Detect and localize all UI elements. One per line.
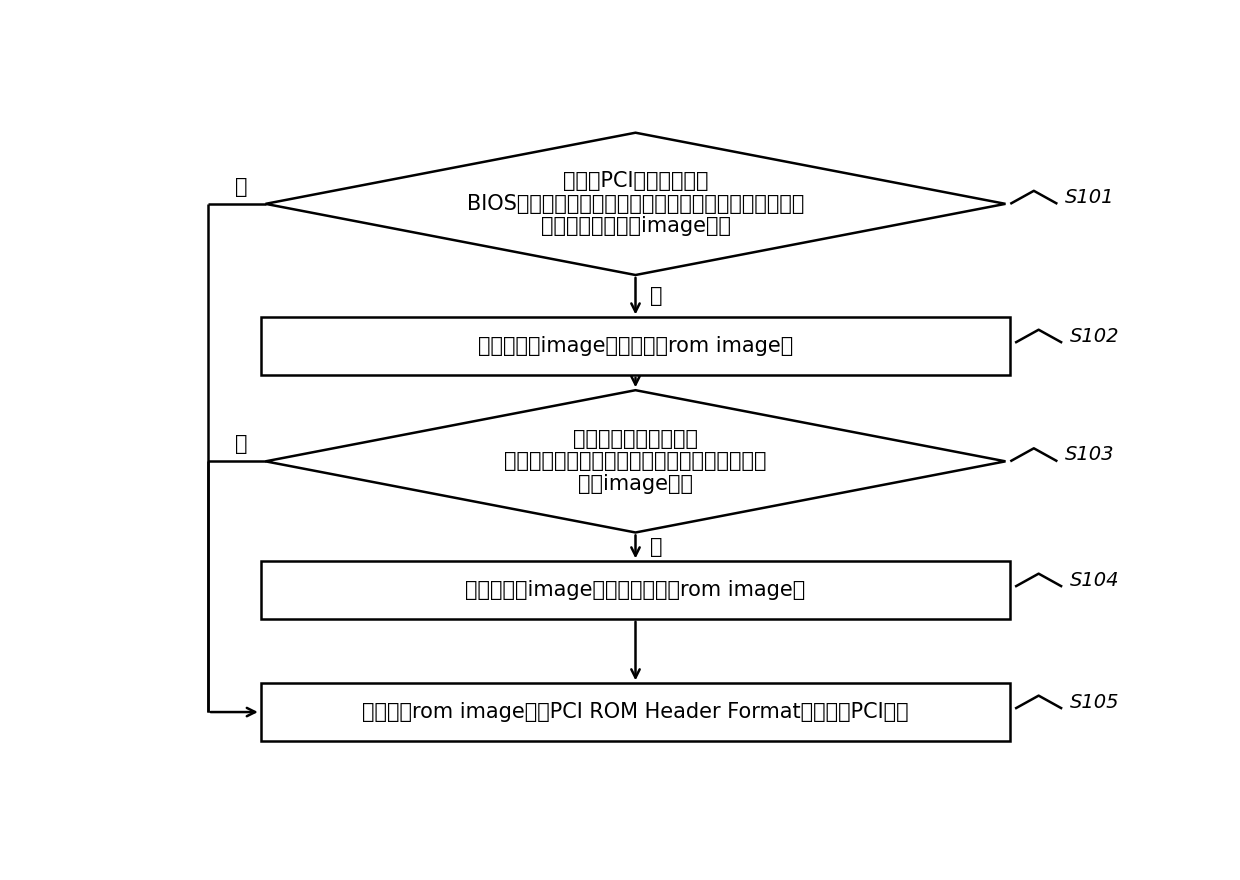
- Text: 第二image代码: 第二image代码: [578, 473, 693, 494]
- Bar: [260, 683, 1011, 741]
- Text: S104: S104: [1070, 571, 1120, 590]
- Text: S102: S102: [1070, 326, 1120, 346]
- Text: 根据所述rom image中的PCI ROM Header Format加载所述PCI设备: 根据所述rom image中的PCI ROM Header Format加载所述…: [362, 702, 909, 722]
- Text: 是: 是: [650, 537, 662, 557]
- Text: 将所述第一image代码拷贝至rom image中: 将所述第一image代码拷贝至rom image中: [477, 336, 794, 356]
- Text: S105: S105: [1070, 693, 1120, 712]
- Text: 扫描到PCI设备时，使能: 扫描到PCI设备时，使能: [563, 172, 708, 192]
- Text: 将所述第二image代码拷贝至所述rom image中: 将所述第二image代码拷贝至所述rom image中: [465, 580, 806, 600]
- Text: 否: 否: [236, 177, 248, 197]
- Bar: [260, 318, 1011, 375]
- Text: 使能所述扩展存储器，: 使能所述扩展存储器，: [573, 429, 698, 449]
- Text: 适合本主机的第一image代码: 适合本主机的第一image代码: [541, 216, 730, 236]
- Text: 是: 是: [650, 286, 662, 306]
- Text: S103: S103: [1065, 445, 1115, 465]
- Text: 否: 否: [236, 435, 248, 454]
- Text: 并判断所述扩展存储器中是否存在适合本主机的: 并判断所述扩展存储器中是否存在适合本主机的: [505, 451, 766, 472]
- Text: BIOS中的基础内存模块，并判断基础内存模块中是否存在: BIOS中的基础内存模块，并判断基础内存模块中是否存在: [466, 194, 805, 214]
- Bar: [260, 561, 1011, 619]
- Text: S101: S101: [1065, 188, 1115, 207]
